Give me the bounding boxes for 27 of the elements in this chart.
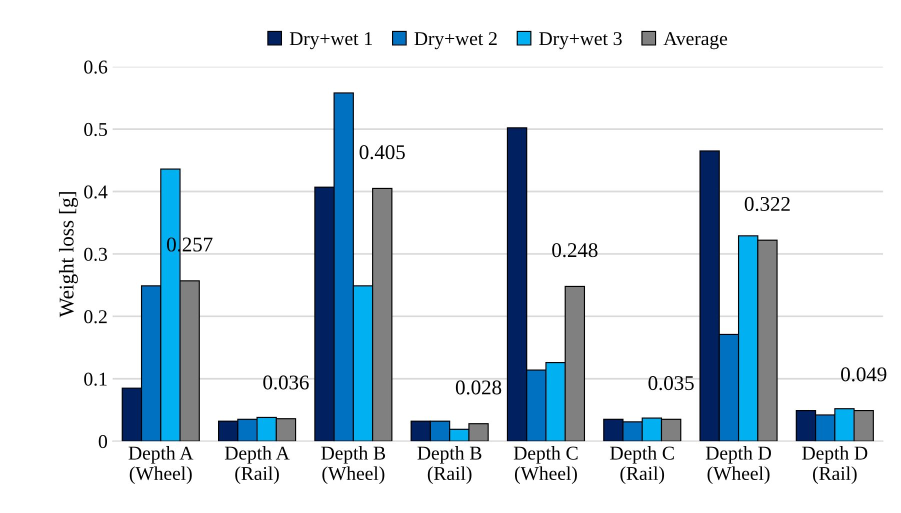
y-tick-label: 0.2 xyxy=(84,310,107,324)
y-tick-label: 0.1 xyxy=(84,372,107,386)
data-label: 0.049 xyxy=(841,367,886,382)
x-tick-label: Depth D (Wheel) xyxy=(706,446,771,484)
x-tick-label: Depth C (Wheel) xyxy=(514,446,578,484)
data-label: 0.322 xyxy=(744,196,790,212)
x-tick-label: Depth C (Rail) xyxy=(610,446,674,484)
y-tick-label: 0.4 xyxy=(84,185,108,199)
data-label: 0.036 xyxy=(263,375,309,390)
x-tick-label: Depth A (Rail) xyxy=(224,446,290,484)
legend-label: Dry+wet 3 xyxy=(539,32,622,50)
y-axis-title: Weight loss [g] xyxy=(58,192,78,318)
x-tick-label: Depth D (Rail) xyxy=(802,446,868,484)
legend-label: Dry+wet 1 xyxy=(290,32,372,50)
legend-label: Average xyxy=(664,32,728,50)
x-tick-label: Depth A (Wheel) xyxy=(128,446,194,484)
data-label: 0.248 xyxy=(552,243,598,258)
data-label: 0.035 xyxy=(648,376,694,390)
data-label: 0.028 xyxy=(456,380,502,395)
x-tick-label: Depth B (Rail) xyxy=(418,446,482,484)
x-tick-label: Depth B (Wheel) xyxy=(321,446,386,484)
y-tick-label: 0.5 xyxy=(84,122,108,136)
y-tick-label: 0 xyxy=(98,434,108,448)
y-tick-label: 0.3 xyxy=(84,248,108,261)
legend-label: Dry+wet 2 xyxy=(414,32,497,50)
y-tick-label: 0.6 xyxy=(84,60,108,74)
data-label: 0.405 xyxy=(360,145,405,160)
